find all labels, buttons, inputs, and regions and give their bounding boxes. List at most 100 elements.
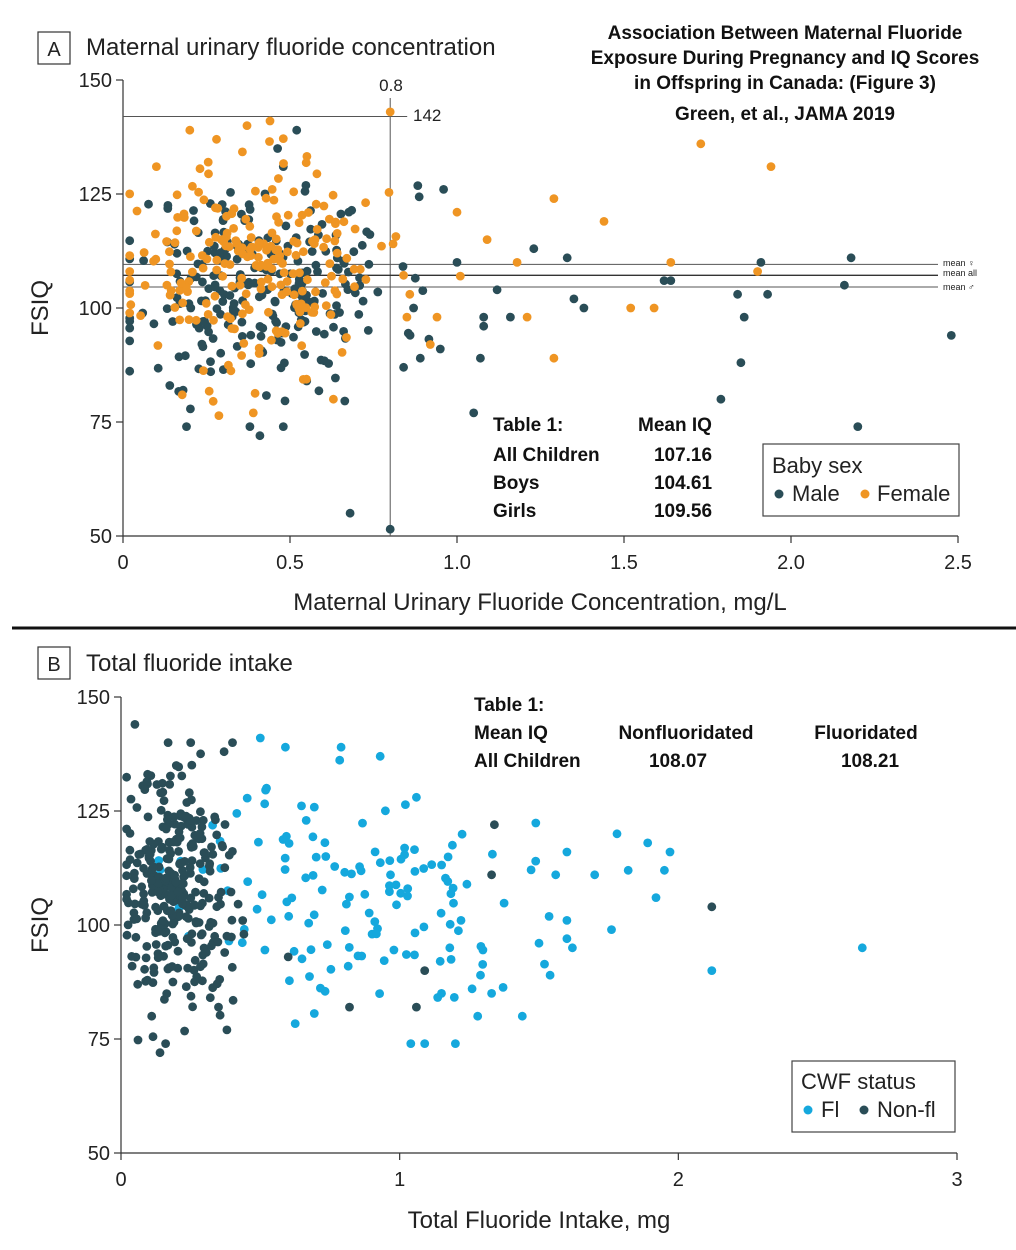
female-point xyxy=(125,189,135,199)
fl-point xyxy=(309,802,319,812)
nonfl-point xyxy=(188,1002,198,1012)
male-point xyxy=(840,280,849,290)
male-point xyxy=(452,258,462,267)
nonfl-point xyxy=(169,812,179,822)
male-point xyxy=(409,303,418,313)
female-point xyxy=(549,353,559,363)
fl-point xyxy=(322,940,332,949)
fl-point xyxy=(342,899,351,909)
nonfl-point xyxy=(204,861,214,871)
female-point xyxy=(312,225,322,234)
nonfl-point xyxy=(228,995,238,1005)
male-point xyxy=(479,312,489,322)
female-point xyxy=(267,185,277,194)
female-point xyxy=(221,241,231,251)
male-point xyxy=(333,265,343,274)
male-point xyxy=(335,308,344,317)
nonfl-point xyxy=(213,937,223,947)
y-tick-label: 50 xyxy=(88,1143,110,1165)
female-point xyxy=(327,271,336,281)
nonfl-point xyxy=(220,948,230,957)
male-point xyxy=(579,303,589,313)
female-point xyxy=(242,121,252,130)
panel-a-title: Maternal urinary fluoride concentration xyxy=(86,34,496,61)
nonfl-point xyxy=(130,899,140,909)
fl-point xyxy=(526,865,536,875)
female-point xyxy=(248,408,258,418)
fl-point xyxy=(436,908,446,918)
y-tick-label: 100 xyxy=(77,915,110,937)
female-point xyxy=(226,314,235,323)
male-point xyxy=(149,319,159,329)
male-point xyxy=(276,363,286,373)
female-point xyxy=(165,247,174,257)
female-point xyxy=(342,333,351,342)
female-point xyxy=(229,224,239,233)
male-point xyxy=(562,253,572,263)
nonfl-point xyxy=(137,882,147,892)
female-point xyxy=(125,308,135,318)
female-point xyxy=(199,195,209,205)
male-point xyxy=(197,339,207,349)
panel-a-ref-y-label: 142 xyxy=(413,106,441,125)
female-point xyxy=(278,259,287,268)
nonfl-point xyxy=(184,788,194,798)
female-point xyxy=(162,280,172,290)
male-point xyxy=(332,301,341,310)
male-point xyxy=(301,181,311,190)
male-point xyxy=(469,408,479,418)
female-point xyxy=(283,210,293,220)
nonfl-point xyxy=(130,720,140,729)
y-tick-label: 125 xyxy=(77,801,110,823)
x-tick-label: 1.0 xyxy=(443,552,471,574)
female-point xyxy=(231,236,241,246)
fl-point xyxy=(375,858,385,868)
male-point xyxy=(186,404,195,414)
female-point xyxy=(263,274,273,284)
fl-point xyxy=(392,900,401,910)
male-point xyxy=(189,206,198,215)
fl-point xyxy=(301,816,311,825)
male-point xyxy=(125,236,135,246)
fl-point xyxy=(427,860,437,869)
nonfl-point xyxy=(196,807,205,817)
male-point xyxy=(125,323,135,333)
male-point xyxy=(246,330,256,340)
nonfl-point xyxy=(162,989,172,998)
nonfl-point xyxy=(139,896,149,906)
female-point xyxy=(267,282,277,292)
female-point xyxy=(132,206,142,216)
nonfl-point xyxy=(158,916,168,925)
female-point xyxy=(339,217,349,227)
male-point xyxy=(163,204,173,213)
fl-point xyxy=(262,783,271,793)
nonfl-point xyxy=(139,889,149,899)
female-point xyxy=(245,222,255,231)
female-point xyxy=(241,214,251,224)
fl-point xyxy=(379,956,389,965)
fl-point xyxy=(243,877,253,886)
header-line-1: Association Between Maternal Fluoride xyxy=(608,23,963,44)
nonfl-point xyxy=(151,902,161,912)
male-point xyxy=(329,322,338,332)
female-point xyxy=(227,281,237,291)
nonfl-point xyxy=(141,913,151,923)
female-point xyxy=(330,236,340,246)
female-point xyxy=(238,147,247,157)
male-point xyxy=(255,431,265,441)
nonfl-point xyxy=(199,877,209,887)
nonfl-point xyxy=(227,915,237,925)
male-point xyxy=(218,297,228,306)
fl-point xyxy=(389,945,399,955)
panel-b: B Total fluoride intake 50 75 100 125 150 0 1… xyxy=(27,646,963,1234)
female-point xyxy=(188,181,197,191)
fl-point xyxy=(406,1039,416,1048)
fl-point xyxy=(449,898,458,908)
male-point xyxy=(245,422,255,431)
fl-point xyxy=(375,989,384,998)
panel-b-table-title: Table 1: xyxy=(474,695,544,716)
female-point xyxy=(399,270,408,280)
female-point xyxy=(230,324,239,334)
nonfl-point xyxy=(163,815,172,824)
fl-point xyxy=(347,869,356,879)
